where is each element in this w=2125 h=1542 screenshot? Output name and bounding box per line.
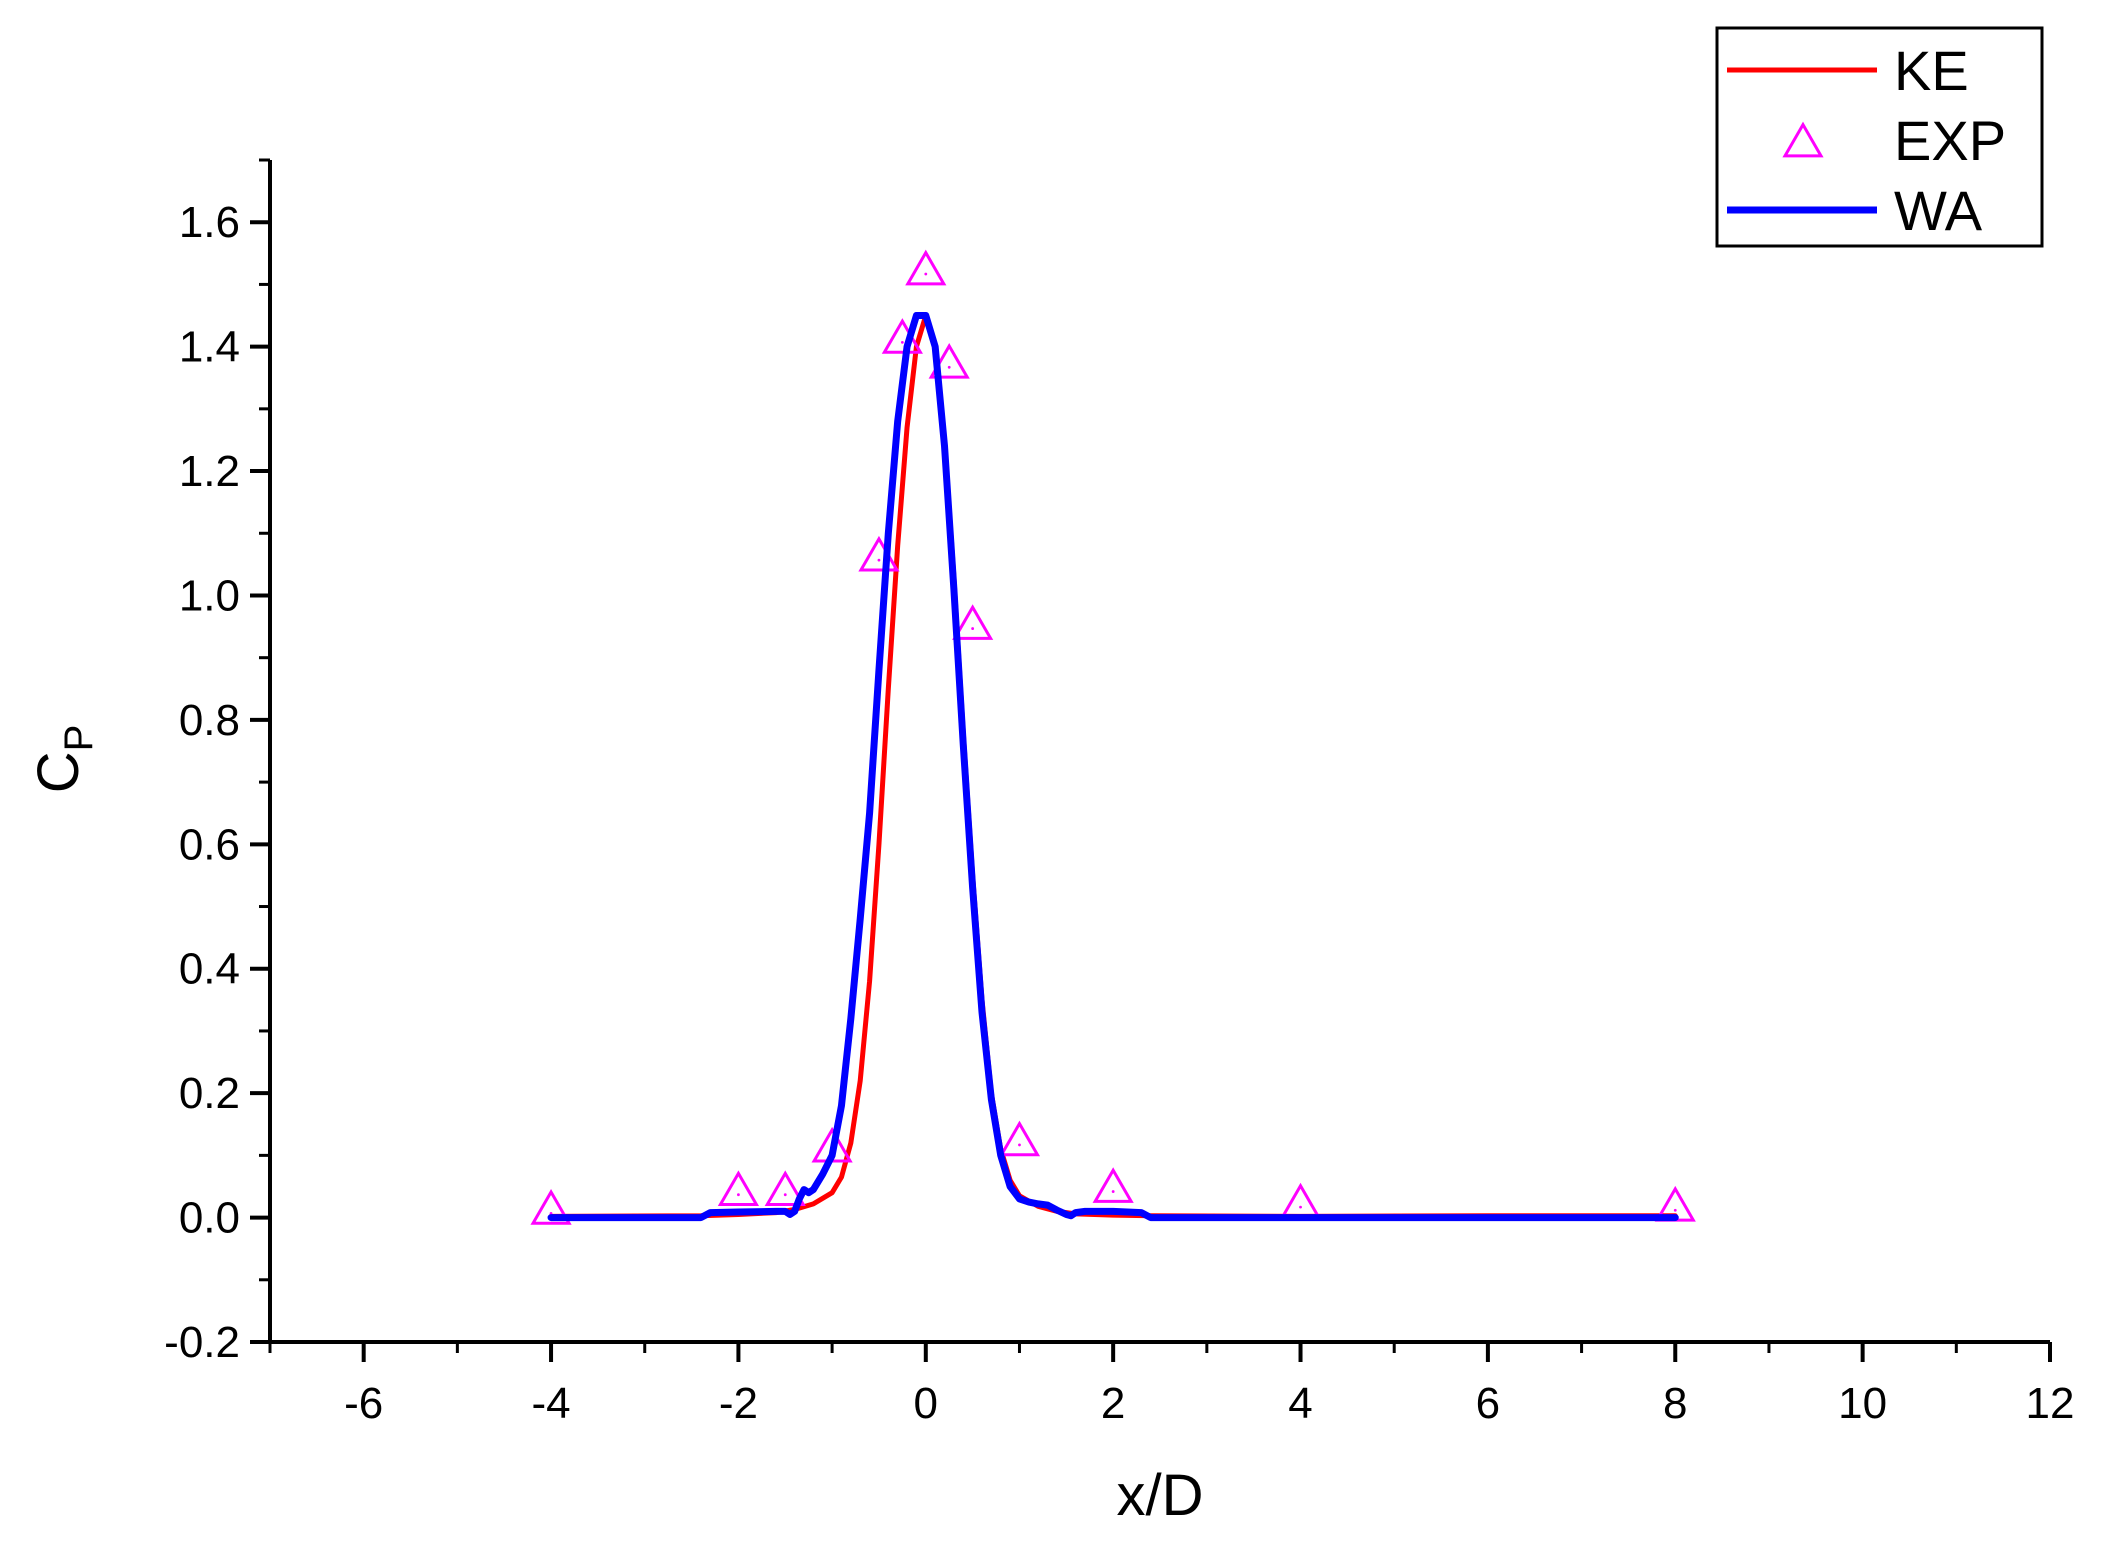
series-point-center-exp (549, 1211, 553, 1215)
y-tick-label: 0.4 (179, 945, 240, 994)
series-point-exp (905, 249, 947, 286)
x-tick-label: 10 (1838, 1379, 1887, 1428)
series-point-exp (764, 1170, 806, 1207)
series-point-exp (928, 342, 970, 379)
axes: -6 -4 -2 0 2 4 6 8 10 12 -0.2 0.0 0.2 0.4 0.6 0.8 1.0 1.2… (164, 158, 2075, 1428)
series-point-center-exp (1299, 1205, 1302, 1209)
legend-label-wa: WA (1894, 179, 1983, 242)
series-point-exp (530, 1189, 572, 1225)
series-line-ke (548, 313, 1678, 1219)
y-tick-label: 1.2 (179, 447, 240, 496)
series-point-exp (952, 604, 994, 640)
series-point-center-exp (924, 272, 928, 276)
x-tick-label: 0 (914, 1379, 938, 1428)
x-tick-label: 8 (1663, 1379, 1687, 1428)
plot-area (530, 249, 1696, 1225)
series-point-center-exp (900, 341, 904, 344)
y-tick-label: 0.6 (179, 820, 240, 869)
x-tick-label: 6 (1476, 1379, 1500, 1428)
series-point-exp (717, 1170, 760, 1207)
x-tick-label: 12 (2026, 1379, 2075, 1428)
legend: KE EXP WA (1715, 26, 2044, 248)
series-point-exp (1279, 1182, 1322, 1219)
y-tick-label: 0.0 (179, 1194, 240, 1243)
y-tick-label: 0.2 (179, 1069, 240, 1118)
series-line-wa (547, 312, 1679, 1222)
y-tick-label: 1.4 (179, 323, 240, 372)
series-point-center-exp (783, 1193, 787, 1197)
x-tick-label: 4 (1288, 1379, 1312, 1428)
y-tick-label: 1.6 (179, 198, 240, 247)
series-point-center-exp (947, 365, 951, 369)
series-point-exp (1092, 1167, 1134, 1203)
legend-label-ke: KE (1894, 39, 1969, 102)
y-axis-title-subscript: P (57, 725, 101, 752)
y-tick-label: 1.0 (179, 571, 240, 620)
legend-label-exp: EXP (1894, 109, 2006, 172)
series-point-center-exp (737, 1193, 740, 1197)
series-point-exp (998, 1120, 1041, 1157)
series-point-center-exp (1673, 1208, 1677, 1212)
x-tick-label: 2 (1101, 1379, 1125, 1428)
legend-swatch-exp (1782, 121, 1824, 158)
series-point-center-exp (1018, 1143, 1021, 1147)
y-axis-title: CP (26, 725, 101, 794)
series-point-center-exp (877, 558, 881, 562)
x-tick-label: -2 (719, 1379, 758, 1428)
series-point-exp (858, 535, 900, 572)
x-tick-label: -4 (531, 1379, 570, 1428)
x-tick-label: -6 (344, 1379, 383, 1428)
y-axis-title-main: C (26, 751, 91, 793)
y-tick-label: 0.8 (179, 696, 240, 745)
x-axis-title: x/D (1117, 1463, 1204, 1528)
series-point-center-exp (971, 627, 975, 630)
series-point-center-exp (1111, 1190, 1115, 1193)
y-tick-label: -0.2 (164, 1318, 240, 1367)
